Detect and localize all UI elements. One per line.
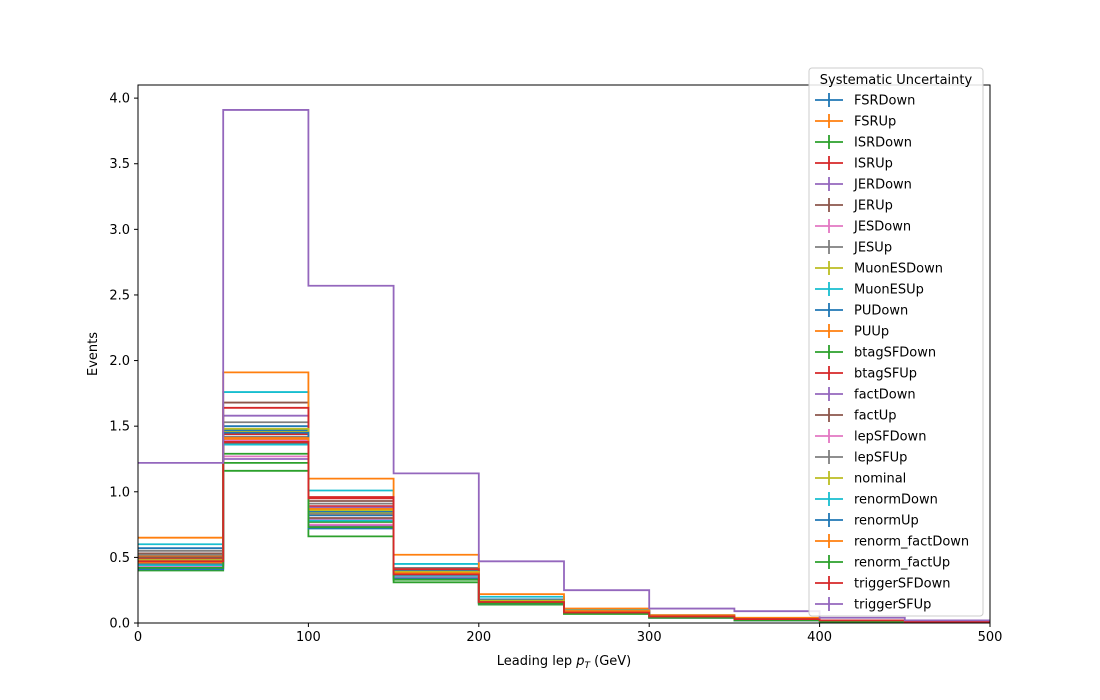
y-tick-label-0: 0.0 xyxy=(109,617,130,632)
legend-label-8: MuonESDown xyxy=(854,262,943,277)
y-axis-label: Events xyxy=(86,332,101,376)
legend-label-0: FSRDown xyxy=(854,94,915,109)
series-line-24 xyxy=(138,109,990,622)
x-tick-label-3: 300 xyxy=(637,630,662,645)
legend-entry-8: MuonESDown xyxy=(815,261,943,277)
y-tick-label-3: 1.5 xyxy=(109,420,130,435)
y-tick-label-2: 1.0 xyxy=(109,485,130,500)
x-tick-label-4: 400 xyxy=(807,630,832,645)
legend-label-19: renormDown xyxy=(854,493,938,508)
legend-entry-13: btagSFUp xyxy=(815,366,917,382)
legend-label-3: ISRUp xyxy=(854,157,893,172)
legend-label-4: JERDown xyxy=(853,178,912,193)
plot-frame xyxy=(137,84,991,624)
legend-entry-15: factUp xyxy=(815,408,897,424)
y-tick-label-1: 0.5 xyxy=(109,551,130,566)
legend-entry-2: ISRDown xyxy=(815,135,912,151)
legend-label-2: ISRDown xyxy=(854,136,912,151)
x-axis: 0 100 200 300 400 500 xyxy=(134,623,1003,645)
legend-label-1: FSRUp xyxy=(854,115,896,130)
legend-label-12: btagSFDown xyxy=(854,346,936,361)
legend-label-22: renorm_factUp xyxy=(854,556,950,571)
legend-entry-21: renorm_factDown xyxy=(815,534,969,550)
legend-title: Systematic Uncertainty xyxy=(820,73,973,88)
legend-entry-11: PUUp xyxy=(815,324,889,340)
y-tick-label-4: 2.0 xyxy=(109,354,130,369)
legend-entries: FSRDown FSRUp ISRDown ISRUp JERDown JERUp JESD… xyxy=(815,93,969,613)
legend-entry-24: triggerSFUp xyxy=(815,597,931,613)
legend-label-5: JERUp xyxy=(853,199,893,214)
legend-entry-0: FSRDown xyxy=(815,93,915,109)
legend-label-6: JESDown xyxy=(853,220,911,235)
legend-entry-1: FSRUp xyxy=(815,114,896,130)
legend-entry-18: nominal xyxy=(815,471,906,487)
x-tick-label-0: 0 xyxy=(134,630,142,645)
x-axis-label: Leading lep pT (GeV) xyxy=(497,654,631,671)
legend: Systematic Uncertainty FSRDown FSRUp ISRDo… xyxy=(808,67,984,617)
legend-box xyxy=(808,67,984,617)
legend-label-11: PUUp xyxy=(854,325,889,340)
legend-entry-23: triggerSFDown xyxy=(815,576,950,592)
legend-entry-16: lepSFDown xyxy=(815,429,926,445)
legend-entry-7: JESUp xyxy=(815,240,892,256)
legend-entry-20: renormUp xyxy=(815,513,919,529)
y-tick-label-6: 3.0 xyxy=(109,223,130,238)
legend-entry-17: lepSFUp xyxy=(815,450,907,466)
legend-label-17: lepSFUp xyxy=(854,451,907,466)
legend-label-15: factUp xyxy=(854,409,897,424)
y-tick-label-5: 2.5 xyxy=(109,288,130,303)
y-tick-label-7: 3.5 xyxy=(109,157,130,172)
legend-label-7: JESUp xyxy=(853,241,892,256)
y-tick-label-8: 4.0 xyxy=(109,92,130,107)
legend-label-23: triggerSFDown xyxy=(854,577,950,592)
legend-entry-22: renorm_factUp xyxy=(815,555,950,571)
legend-label-14: factDown xyxy=(854,388,916,403)
legend-label-9: MuonESUp xyxy=(854,283,924,298)
legend-entry-4: JERDown xyxy=(815,177,912,193)
x-tick-label-5: 500 xyxy=(978,630,1003,645)
legend-entry-14: factDown xyxy=(815,387,916,403)
legend-entry-10: PUDown xyxy=(815,303,908,319)
legend-label-10: PUDown xyxy=(854,304,908,319)
legend-label-20: renormUp xyxy=(854,514,919,529)
legend-entry-5: JERUp xyxy=(815,198,893,214)
legend-label-16: lepSFDown xyxy=(854,430,926,445)
legend-entry-3: ISRUp xyxy=(815,156,893,172)
legend-label-24: triggerSFUp xyxy=(854,598,931,613)
y-axis: 0.0 0.5 1.0 1.5 2.0 2.5 3.0 3.5 4.0 xyxy=(109,92,138,632)
legend-label-18: nominal xyxy=(854,472,906,487)
legend-label-13: btagSFUp xyxy=(854,367,917,382)
x-tick-label-2: 200 xyxy=(466,630,491,645)
series-layer xyxy=(138,109,990,623)
legend-entry-6: JESDown xyxy=(815,219,911,235)
legend-entry-12: btagSFDown xyxy=(815,345,936,361)
legend-entry-19: renormDown xyxy=(815,492,938,508)
legend-label-21: renorm_factDown xyxy=(854,535,969,550)
x-tick-label-1: 100 xyxy=(296,630,321,645)
series-line-23 xyxy=(138,441,990,623)
legend-entry-9: MuonESUp xyxy=(815,282,924,298)
